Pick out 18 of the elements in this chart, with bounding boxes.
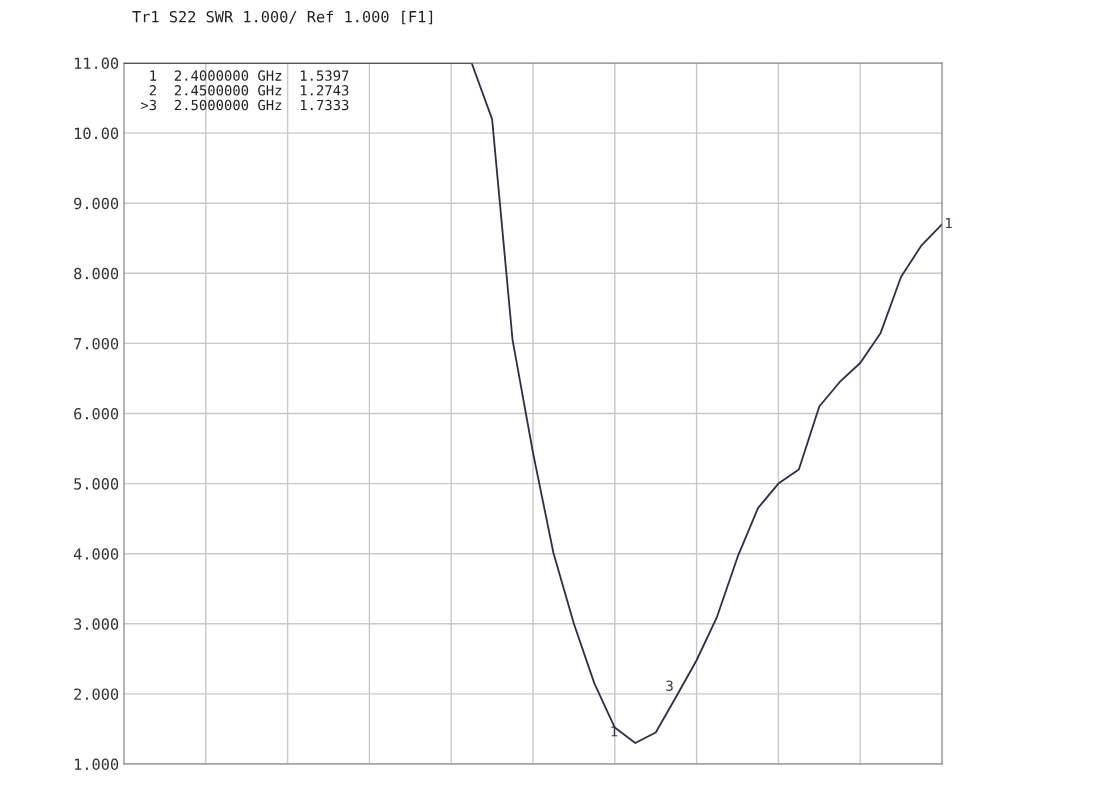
y-tick-label: 6.000 [74, 408, 119, 420]
y-tick-label: 2.000 [74, 688, 119, 700]
text: 1 [946, 217, 952, 229]
y-tick-label: 4.000 [73, 548, 119, 560]
y-tick-label: 3.000 [74, 618, 119, 630]
annotation: 1 [611, 726, 618, 737]
y-tick-label: 5.000 [74, 478, 119, 490]
y-tick-label: 7.000 [74, 337, 119, 350]
annotation: >3 2.5000000 GHz 1.7333 [140, 99, 349, 111]
y-tick-label: 11.00 [74, 57, 119, 70]
annotation: 1 2.4000000 GHz 1.5397 [150, 70, 349, 81]
y-tick-label: 1.000 [74, 758, 119, 771]
annotation: 3 [666, 680, 673, 691]
annotation: 2 2.4500000 GHz 1.2743 [149, 85, 349, 96]
y-tick-label: 10.00 [74, 127, 119, 140]
y-tick-label: 8.000 [74, 267, 119, 280]
y-tick-label: 9.000 [74, 197, 119, 210]
chart-title: Tr1 S22 SWR 1.000/ Ref 1.000 [F1] [132, 10, 433, 25]
